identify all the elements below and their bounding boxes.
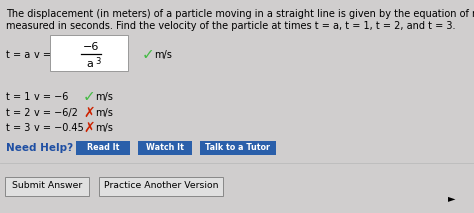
Bar xyxy=(200,141,276,155)
Bar xyxy=(76,141,130,155)
FancyBboxPatch shape xyxy=(99,177,223,196)
Text: ✗: ✗ xyxy=(83,106,95,120)
Text: t = a: t = a xyxy=(6,50,30,60)
Text: v = −6: v = −6 xyxy=(34,92,68,102)
Text: m/s: m/s xyxy=(95,108,113,118)
Text: m/s: m/s xyxy=(95,123,113,133)
Text: Talk to a Tutor: Talk to a Tutor xyxy=(206,144,271,153)
Text: ✓: ✓ xyxy=(142,47,155,62)
Text: v =: v = xyxy=(34,50,51,60)
Text: Read It: Read It xyxy=(87,144,119,153)
Text: ►: ► xyxy=(448,193,456,203)
Text: Practice Another Version: Practice Another Version xyxy=(104,181,218,190)
Text: ✗: ✗ xyxy=(83,121,95,135)
Text: v = −6/2: v = −6/2 xyxy=(34,108,78,118)
Text: Watch It: Watch It xyxy=(146,144,184,153)
Text: measured in seconds. Find the velocity of the particle at times t = a, t = 1, t : measured in seconds. Find the velocity o… xyxy=(6,21,456,31)
Text: t = 1: t = 1 xyxy=(6,92,30,102)
Bar xyxy=(50,35,128,71)
Text: m/s: m/s xyxy=(95,92,113,102)
Text: v = −0.45: v = −0.45 xyxy=(34,123,84,133)
Text: Need Help?: Need Help? xyxy=(6,143,73,153)
Text: Submit Answer: Submit Answer xyxy=(12,181,82,190)
Text: 3: 3 xyxy=(95,56,100,66)
Text: ✓: ✓ xyxy=(83,89,96,105)
Text: m/s: m/s xyxy=(154,50,172,60)
Text: −6: −6 xyxy=(83,42,99,52)
Text: t = 3: t = 3 xyxy=(6,123,30,133)
Text: The displacement (in meters) of a particle moving in a straight line is given by: The displacement (in meters) of a partic… xyxy=(6,9,474,19)
Text: t = 2: t = 2 xyxy=(6,108,30,118)
Bar xyxy=(138,141,192,155)
Text: a: a xyxy=(87,59,93,69)
FancyBboxPatch shape xyxy=(5,177,89,196)
